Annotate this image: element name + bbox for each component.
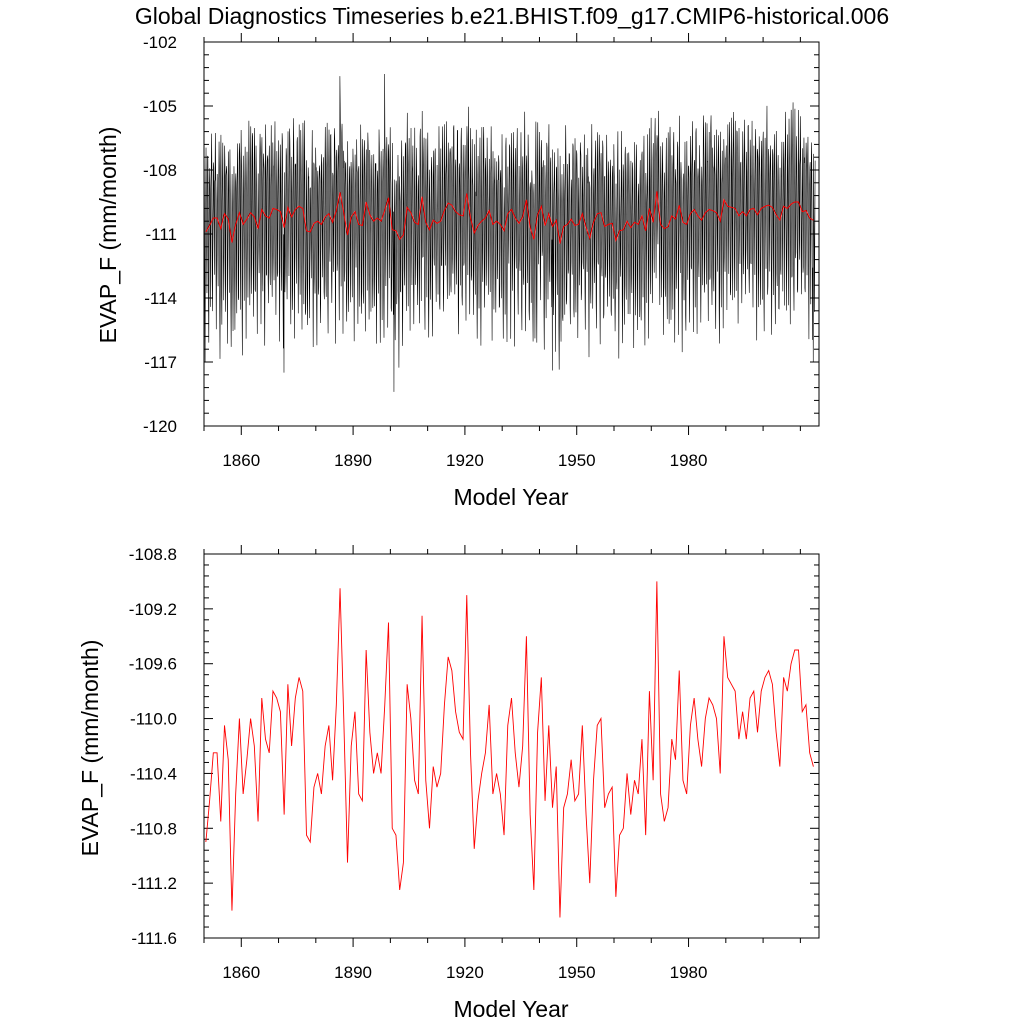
panel-bottom-ytick-label: -111.6 [131,929,177,948]
annual-mean-line [205,581,814,918]
panel-top-ytick-label: -114 [144,289,177,308]
panel-top-xtick-label: 1860 [222,451,260,470]
panel-bottom-ytick-label: -111.2 [131,874,177,893]
panel-top-xtick-label: 1980 [670,451,708,470]
panel-top-xtick-label: 1920 [446,451,484,470]
panel-bottom-frame [203,553,820,939]
panel-bottom-ytick-label: -110.8 [130,819,177,838]
panel-bottom-xtick-label: 1980 [670,963,708,982]
panel-bottom-ylabel: EVAP_F (mm/month) [77,640,103,857]
panel-top-xtick-label: 1890 [334,451,372,470]
panel-top-ylabel: EVAP_F (mm/month) [95,127,121,344]
panel-bottom-ytick-label: -109.2 [129,600,177,619]
panel-top-ytick-label: -108 [143,161,177,180]
annual-overlay-line [205,191,814,244]
panel-top-ytick-label: -111 [145,225,177,244]
panel-top-ytick-label: -117 [144,353,177,372]
panel-top-xlabel: Model Year [453,484,568,510]
panel-bottom: EVAP_F (mm/month) Model Year -108.8 -109.… [77,545,820,1022]
panel-bottom-ytick-label: -110.4 [130,764,177,783]
panel-bottom-ytick-label: -109.6 [129,655,177,674]
panel-bottom-xtick-label: 1860 [222,963,260,982]
panel-bottom-xtick-label: 1890 [334,963,372,982]
panel-top-xtick-label: 1950 [558,451,596,470]
monthly-series-line [203,73,816,392]
panel-top-ytick-label: -105 [143,97,177,116]
panel-top: EVAP_F (mm/month) Model Year -102 -105 -10… [95,33,820,510]
panel-bottom-xtick-label: 1950 [558,963,596,982]
panel-bottom-ytick-label: -108.8 [129,545,177,564]
panel-bottom-xtick-label: 1920 [446,963,484,982]
panel-top-ytick-label: -102 [143,33,177,52]
figure-title: Global Diagnostics Timeseries b.e21.BHIS… [135,3,889,29]
panel-bottom-ytick-label: -110.0 [130,710,177,729]
panel-top-ytick-label: -120 [143,417,177,436]
panel-bottom-xlabel: Model Year [453,996,568,1022]
